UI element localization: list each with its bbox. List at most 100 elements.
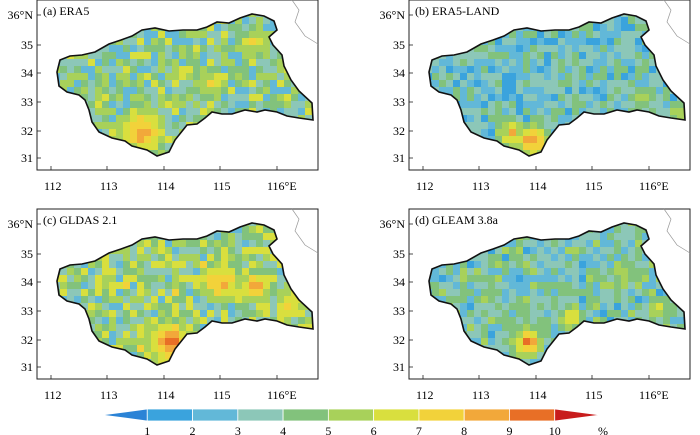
colorbar-tick-label: 9 [506, 424, 512, 435]
field-cell [172, 331, 180, 339]
field-cell [158, 338, 166, 346]
field-cell [530, 143, 538, 151]
field-cell [277, 108, 285, 116]
field-cell [172, 254, 180, 262]
field-cell [57, 282, 61, 290]
field-cell [277, 101, 285, 109]
field-cell [488, 268, 496, 276]
field-cell [481, 45, 489, 53]
field-cell [221, 59, 229, 67]
field-cell [572, 101, 580, 109]
field-cell [95, 303, 103, 311]
field-cell [579, 303, 587, 311]
field-cell [102, 115, 110, 123]
field-cell [460, 66, 468, 74]
field-cell [607, 73, 615, 81]
field-cell [474, 129, 482, 137]
field-cell [600, 80, 608, 88]
field-cell [642, 282, 650, 290]
field-cell [635, 254, 643, 262]
field-cell [116, 66, 124, 74]
field-cell [481, 115, 489, 123]
field-cell [256, 38, 264, 46]
field-cell [523, 254, 531, 262]
field-cell [249, 94, 257, 102]
field-cell [516, 240, 524, 248]
field-cell [249, 226, 257, 234]
field-cell [614, 73, 622, 81]
field-cell [544, 317, 552, 325]
field-cell [572, 66, 580, 74]
field-cell [242, 45, 250, 53]
field-cell [649, 268, 657, 276]
field-cell [186, 87, 194, 95]
field-cell [649, 101, 657, 109]
field-cell [151, 240, 159, 248]
field-cell [172, 247, 180, 255]
field-cell [565, 66, 573, 74]
field-cell [193, 289, 201, 297]
field-cell [544, 275, 552, 283]
field-cell [228, 94, 236, 102]
field-cell [642, 87, 650, 95]
field-cell [123, 289, 131, 297]
field-cell [481, 87, 489, 95]
field-cell [523, 115, 531, 123]
field-cell [488, 331, 496, 339]
field-cell [88, 261, 96, 269]
field-cell [214, 94, 222, 102]
field-cell [523, 331, 531, 339]
field-cell [628, 275, 636, 283]
field-cell [537, 101, 545, 109]
field-cell [95, 52, 103, 60]
field-cell [291, 108, 299, 116]
field-cell [635, 303, 643, 311]
field-cell [537, 45, 545, 53]
field-cell [523, 240, 531, 248]
field-cell [81, 303, 89, 311]
field-cell [193, 254, 201, 262]
field-cell [214, 38, 222, 46]
field-cell [551, 317, 559, 325]
field-cell [593, 261, 601, 269]
field-cell [179, 122, 187, 130]
field-cell [642, 66, 650, 74]
field-cell [460, 87, 468, 95]
field-cell [530, 275, 538, 283]
field-cell [481, 303, 489, 311]
field-cell [439, 73, 447, 81]
field-cell [607, 38, 615, 46]
field-cell [474, 303, 482, 311]
field-cell [228, 233, 236, 241]
field-cell [467, 303, 475, 311]
field-cell [221, 303, 229, 311]
field-cell [663, 310, 671, 318]
field-cell [579, 38, 587, 46]
field-cell [502, 52, 510, 60]
field-cell [509, 289, 517, 297]
field-cell [228, 254, 236, 262]
field-cell [123, 310, 131, 318]
field-cell [544, 268, 552, 276]
y-tick-label: 31 [21, 151, 33, 165]
field-cell [221, 268, 229, 276]
field-cell [102, 52, 110, 60]
field-cell [221, 310, 229, 318]
field-cell [186, 296, 194, 304]
y-tick-label: 35 [21, 38, 33, 52]
field-cell [593, 254, 601, 262]
field-cell [600, 52, 608, 60]
field-cell [207, 31, 215, 39]
field-cell [207, 66, 215, 74]
field-cell [593, 87, 601, 95]
field-cell [663, 108, 671, 116]
field-cell [256, 254, 264, 262]
field-cell [502, 136, 510, 144]
field-cell [579, 233, 587, 241]
field-cell [172, 296, 180, 304]
field-cell [277, 296, 285, 304]
field-cell [600, 296, 608, 304]
field-cell [572, 45, 580, 53]
colorbar-tick-label: 6 [371, 424, 377, 435]
field-cell [628, 80, 636, 88]
